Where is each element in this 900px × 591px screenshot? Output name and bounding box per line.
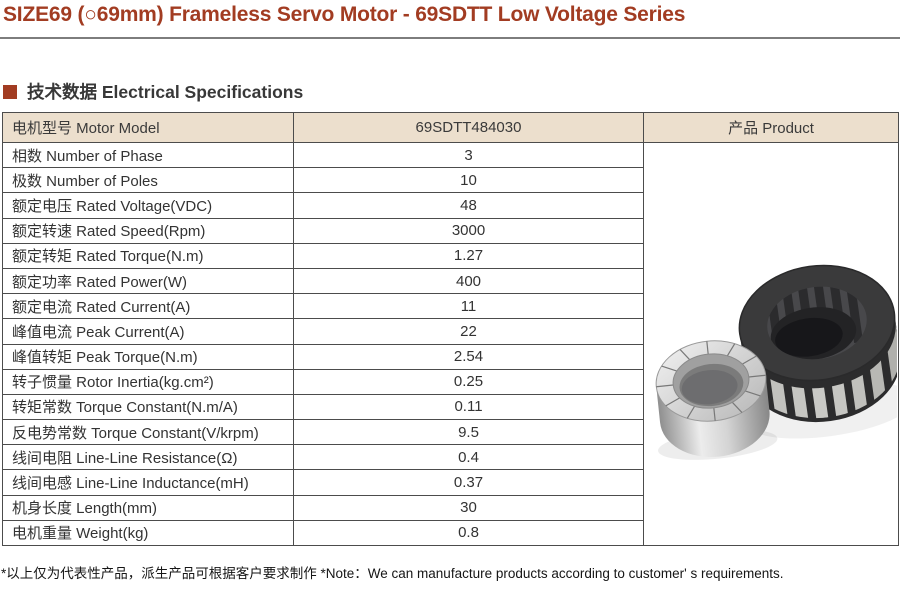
spec-value: 0.8 (293, 519, 644, 547)
table-row: 机身长度 Length(mm) 30 (2, 494, 899, 521)
spec-label: 电机重量 Weight(kg) (2, 519, 294, 547)
section-heading: 技术数据 Electrical Specifications (3, 79, 303, 104)
spec-label: 相数 Number of Phase (2, 141, 294, 169)
spec-label: 额定转矩 Rated Torque(N.m) (2, 242, 294, 269)
spec-label: 峰值转矩 Peak Torque(N.m) (2, 343, 294, 370)
table-row: 相数 Number of Phase 3 (2, 141, 899, 546)
spec-value: 9.5 (293, 419, 644, 446)
table-row: 电机重量 Weight(kg) 0.8 (2, 519, 899, 547)
spec-label: 反电势常数 Torque Constant(V/krpm) (2, 419, 294, 446)
spec-value: 3000 (293, 217, 644, 244)
spec-value: 2.54 (293, 343, 644, 370)
spec-label: 额定转速 Rated Speed(Rpm) (2, 217, 294, 244)
header-model-value: 69SDTT484030 (293, 112, 644, 143)
section-heading-label: 技术数据 Electrical Specifications (27, 82, 304, 102)
header-product: 产品 Product (643, 112, 899, 143)
table-row: 额定电压 Rated Voltage(VDC) 48 (2, 192, 899, 219)
spec-label: 额定电压 Rated Voltage(VDC) (2, 192, 294, 219)
table-row: 线间电感 Line-Line Inductance(mH) 0.37 (2, 469, 899, 496)
table-row: 额定转矩 Rated Torque(N.m) 1.27 (2, 242, 899, 269)
table-row: 反电势常数 Torque Constant(V/krpm) 9.5 (2, 419, 899, 446)
spec-value: 1.27 (293, 242, 644, 269)
spec-label: 额定功率 Rated Power(W) (2, 267, 294, 295)
footnote: *以上仅为代表性产品，派生产品可根据客户要求制作 *Note：We can ma… (1, 566, 784, 581)
stator-ring-image (738, 264, 898, 439)
table-row: 峰值电流 Peak Current(A) 22 (2, 318, 899, 345)
table-row: 额定功率 Rated Power(W) 400 (2, 267, 899, 295)
spec-value: 30 (293, 494, 644, 521)
spec-value: 3 (293, 141, 644, 169)
spec-label: 极数 Number of Poles (2, 167, 294, 194)
spec-value: 400 (293, 267, 644, 295)
spec-value: 22 (293, 318, 644, 345)
electrical-specs-table: 电机型号 Motor Model 69SDTT484030 产品 Product… (2, 112, 899, 547)
title-divider (0, 37, 900, 39)
table-row: 极数 Number of Poles 10 (2, 167, 899, 194)
square-bullet-icon (3, 84, 17, 99)
table-header-row: 电机型号 Motor Model 69SDTT484030 产品 Product (2, 112, 899, 143)
spec-value: 0.37 (293, 469, 644, 496)
spec-label: 机身长度 Length(mm) (2, 494, 294, 521)
spec-value: 10 (293, 167, 644, 194)
rotor-ring-image (655, 340, 778, 460)
spec-label: 转矩常数 Torque Constant(N.m/A) (2, 393, 294, 421)
spec-label: 线间电阻 Line-Line Resistance(Ω) (2, 444, 294, 471)
spec-value: 0.25 (293, 368, 644, 395)
magnet-segment-seams (656, 341, 766, 421)
spec-value: 0.11 (293, 393, 644, 421)
spec-value: 11 (293, 293, 644, 320)
product-image-cell (643, 142, 899, 546)
page-title: SIZE69 (○69mm) Frameless Servo Motor - 6… (3, 3, 686, 26)
header-motor-model: 电机型号 Motor Model (2, 112, 294, 143)
spec-label: 线间电感 Line-Line Inductance(mH) (2, 469, 294, 496)
spec-value: 48 (293, 192, 644, 219)
spec-label: 转子惯量 Rotor Inertia(kg.cm²) (2, 368, 294, 395)
table-row: 转子惯量 Rotor Inertia(kg.cm²) 0.25 (2, 368, 899, 395)
product-photo (655, 264, 898, 460)
spec-label: 额定电流 Rated Current(A) (2, 293, 294, 320)
table-row: 转矩常数 Torque Constant(N.m/A) 0.11 (2, 393, 899, 421)
table-row: 额定电流 Rated Current(A) 11 (2, 293, 899, 320)
spec-value: 0.4 (293, 444, 644, 471)
spec-label: 峰值电流 Peak Current(A) (2, 318, 294, 345)
